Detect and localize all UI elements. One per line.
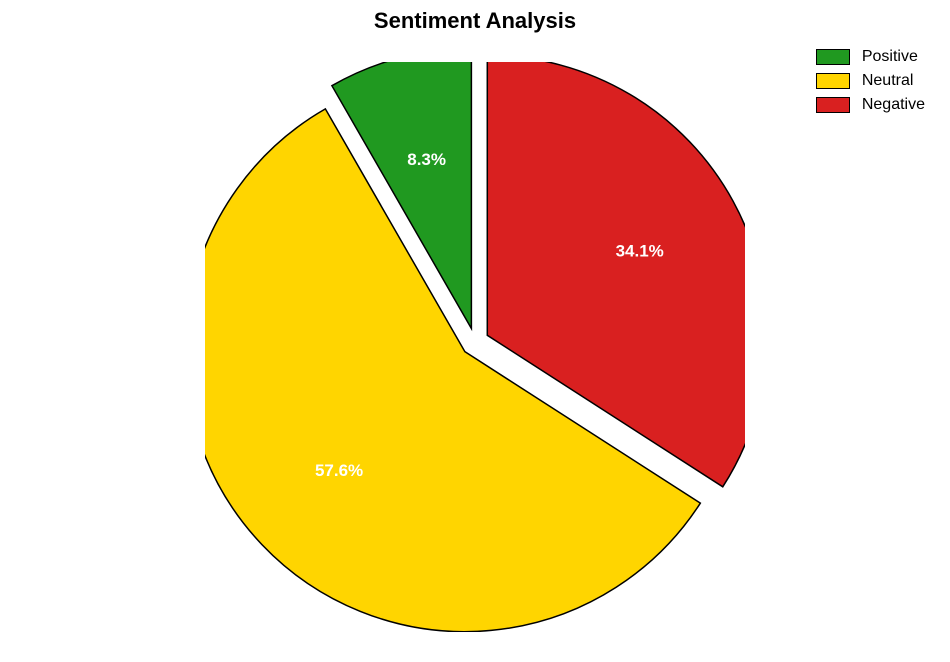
legend-label-positive: Positive — [862, 48, 918, 66]
pie-label-positive: 8.3% — [407, 150, 446, 169]
legend-swatch-neutral — [816, 73, 850, 89]
legend-label-negative: Negative — [862, 96, 925, 114]
legend-item-positive: Positive — [816, 48, 925, 66]
pie-label-neutral: 57.6% — [315, 461, 363, 480]
legend-item-neutral: Neutral — [816, 72, 925, 90]
chart-title: Sentiment Analysis — [0, 8, 950, 34]
legend-item-negative: Negative — [816, 96, 925, 114]
legend-label-neutral: Neutral — [862, 72, 914, 90]
legend-swatch-negative — [816, 97, 850, 113]
pie-label-negative: 34.1% — [616, 242, 664, 261]
legend-swatch-positive — [816, 49, 850, 65]
chart-legend: Positive Neutral Negative — [816, 48, 925, 120]
pie-chart: 34.1% 57.6% 8.3% — [205, 62, 745, 632]
